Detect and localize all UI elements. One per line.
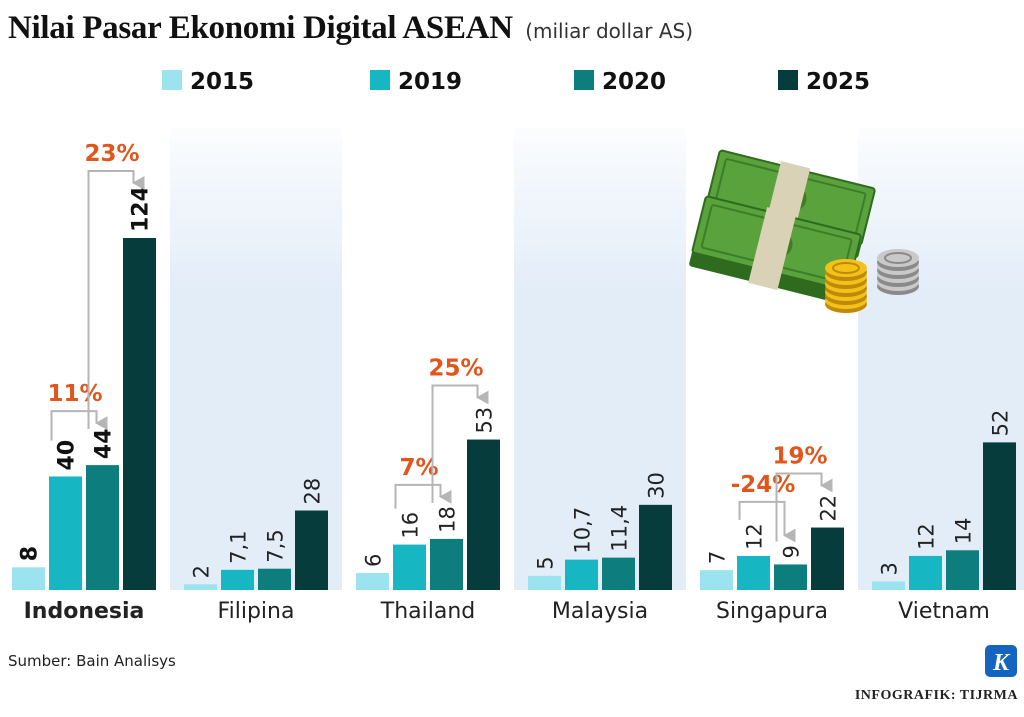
- growth-arrow-singapura-2020: [738, 500, 796, 543]
- category-label-vietnam: Vietnam: [898, 599, 990, 624]
- category-label-malaysia: Malaysia: [552, 599, 648, 624]
- category-label-filipina: Filipina: [218, 599, 295, 624]
- bar-singapura-2020: [774, 564, 807, 590]
- bar-vietnam-2025: [983, 442, 1016, 590]
- kompas-logo-icon: K: [985, 645, 1017, 677]
- growth-label-singapura-2025: 19%: [772, 444, 827, 470]
- value-label-filipina-2019: 7,1: [227, 530, 251, 563]
- bar-vietnam-2015: [872, 581, 905, 590]
- value-label-thailand-2025: 53: [473, 407, 497, 434]
- value-label-filipina-2015: 2: [190, 565, 214, 578]
- logo-letter: K: [992, 650, 1011, 676]
- value-label-vietnam-2019: 12: [915, 523, 939, 550]
- category-label-thailand: Thailand: [380, 599, 475, 624]
- legend-label-2025: 2025: [806, 69, 870, 95]
- growth-arrow-thailand-2020: [394, 483, 452, 509]
- bar-malaysia-2025: [639, 504, 672, 590]
- growth-label-singapura-2020: -24%: [731, 472, 796, 498]
- value-label-singapura-2019: 12: [743, 523, 767, 550]
- gold-coin-stack: [825, 259, 867, 313]
- growth-annotations: 11%23%7%25%-24%19%: [47, 141, 833, 543]
- bar-indonesia-2015: [12, 567, 45, 590]
- legend-swatch-2025: [778, 70, 798, 90]
- value-label-vietnam-2020: 14: [952, 518, 976, 545]
- bar-singapura-2019: [737, 555, 770, 590]
- bar-vietnam-2020: [946, 550, 979, 590]
- growth-arrow-thailand-2025: [431, 384, 489, 503]
- category-label-singapura: Singapura: [716, 599, 828, 624]
- chart-title: Nilai Pasar Ekonomi Digital ASEAN: [8, 10, 513, 46]
- infographic-credit: INFOGRAFIK: TIJRMA: [854, 688, 1018, 703]
- bar-indonesia-2025: [123, 238, 156, 590]
- legend-swatch-2020: [574, 70, 594, 90]
- growth-label-thailand-2025: 25%: [428, 356, 483, 382]
- bars: 8 40 44 124 2 7,1 7,5 28 6 16 18 53 5 10,7 11,4 30 7 12 9 2…: [12, 186, 1016, 590]
- value-label-singapura-2015: 7: [706, 551, 730, 564]
- value-label-vietnam-2025: 52: [989, 410, 1013, 437]
- value-label-indonesia-2025: 124: [129, 186, 154, 232]
- bar-indonesia-2019: [49, 476, 82, 590]
- bar-filipina-2025: [295, 510, 328, 590]
- category-label-indonesia: Indonesia: [24, 599, 145, 624]
- value-label-indonesia-2015: 8: [18, 546, 43, 561]
- bar-singapura-2025: [811, 527, 844, 590]
- legend-swatch-2019: [370, 70, 390, 90]
- growth-arrow-singapura-2025: [775, 472, 833, 542]
- source-note: Sumber: Bain Analisys: [8, 652, 176, 670]
- value-label-thailand-2019: 16: [399, 512, 423, 539]
- bar-malaysia-2015: [528, 575, 561, 590]
- title-row: Nilai Pasar Ekonomi Digital ASEAN (milia…: [8, 10, 693, 54]
- bar-thailand-2020: [430, 538, 463, 590]
- bar-indonesia-2020: [86, 465, 119, 590]
- value-label-thailand-2015: 6: [362, 554, 386, 567]
- bar-malaysia-2019: [565, 559, 598, 590]
- growth-arrow-indonesia-2020: [50, 410, 108, 441]
- value-label-thailand-2020: 18: [436, 506, 460, 533]
- legend-swatch-2015: [162, 70, 182, 90]
- background-panels: [170, 128, 1024, 590]
- value-label-filipina-2020: 7,5: [264, 529, 288, 562]
- growth-label-indonesia-2020: 11%: [47, 381, 102, 407]
- bar-filipina-2020: [258, 568, 291, 590]
- value-label-vietnam-2015: 3: [878, 562, 902, 575]
- legend-label-2019: 2019: [398, 69, 462, 95]
- money-illustration: [689, 149, 919, 313]
- bar-thailand-2015: [356, 572, 389, 590]
- bar-malaysia-2020: [602, 557, 635, 590]
- bar-thailand-2025: [467, 439, 500, 590]
- bar-filipina-2015: [184, 584, 217, 590]
- value-label-filipina-2025: 28: [301, 478, 325, 505]
- bar-singapura-2015: [700, 570, 733, 590]
- bar-thailand-2019: [393, 544, 426, 590]
- bar-filipina-2019: [221, 569, 254, 590]
- value-label-indonesia-2019: 40: [55, 440, 80, 471]
- legend-label-2020: 2020: [602, 69, 666, 95]
- value-label-singapura-2025: 22: [817, 495, 841, 522]
- value-label-malaysia-2020: 11,4: [608, 505, 632, 552]
- growth-label-indonesia-2025: 23%: [84, 141, 139, 167]
- legend: 2015 2019 2020 2025: [162, 69, 870, 95]
- value-label-singapura-2020: 9: [780, 545, 804, 558]
- silver-coin-stack: [877, 249, 919, 295]
- category-labels: Indonesia Filipina Thailand Malaysia Singapu…: [24, 599, 990, 624]
- value-label-malaysia-2025: 30: [645, 472, 669, 499]
- value-label-indonesia-2020: 44: [92, 428, 117, 459]
- value-label-malaysia-2019: 10,7: [571, 507, 595, 554]
- bar-vietnam-2019: [909, 555, 942, 590]
- unit-note: (miliar dollar AS): [525, 19, 694, 43]
- value-label-malaysia-2015: 5: [534, 556, 558, 569]
- legend-label-2015: 2015: [190, 69, 254, 95]
- growth-arrow-indonesia-2025: [87, 170, 145, 430]
